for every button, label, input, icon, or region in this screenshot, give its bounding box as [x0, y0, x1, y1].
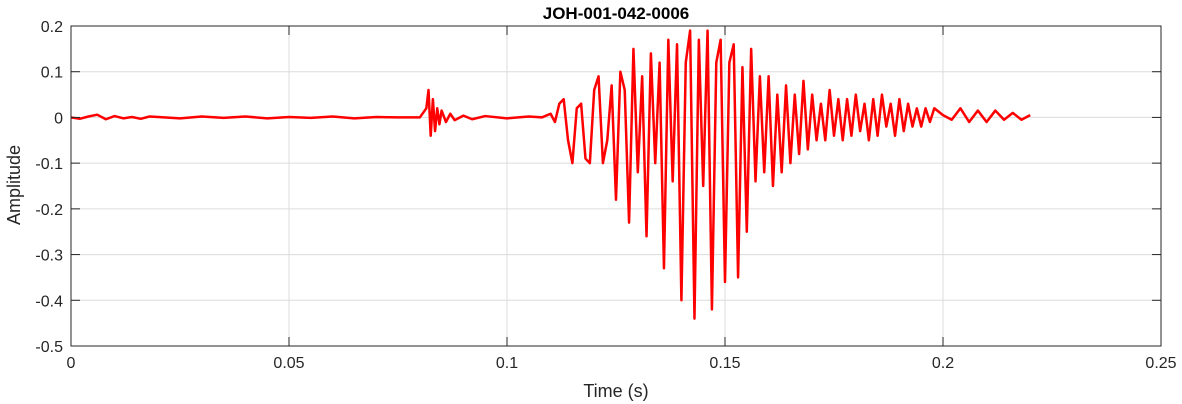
- x-tick-label: 0.15: [709, 355, 740, 372]
- plot-area-frame: [70, 25, 1162, 347]
- y-tick-label: -0.2: [35, 202, 63, 219]
- x-tick-label: 0.1: [496, 355, 518, 372]
- y-axis-title: Amplitude: [4, 145, 24, 225]
- y-tick-label: -0.3: [35, 248, 63, 265]
- y-tick-label: -0.4: [35, 293, 63, 310]
- y-tick-label: 0.1: [41, 65, 63, 82]
- y-tick-label: -0.1: [35, 156, 63, 173]
- x-tick-label: 0.05: [273, 355, 304, 372]
- y-tick-label: 0.2: [41, 19, 63, 36]
- x-tick-label: 0: [67, 355, 76, 372]
- x-axis-title: Time (s): [583, 381, 648, 401]
- chart-title: JOH-001-042-0006: [543, 4, 689, 23]
- axis-ticks: 0 0.05 0.1 0.15 0.2 0.25 0.2 0.1 0 -0.1 -0.2 -0.3 -0…: [35, 19, 1176, 372]
- x-tick-label: 0.25: [1145, 355, 1176, 372]
- x-tick-label: 0.2: [932, 355, 954, 372]
- y-tick-label: -0.5: [35, 339, 63, 356]
- series-line: [70, 29, 1031, 320]
- y-tick-label: 0: [54, 110, 63, 127]
